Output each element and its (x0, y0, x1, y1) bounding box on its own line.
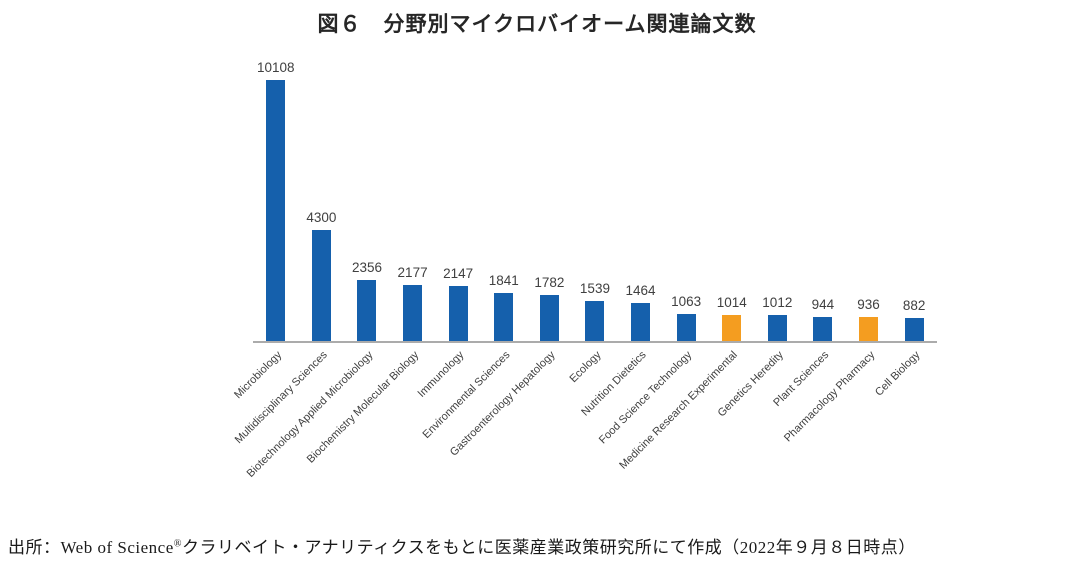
category-label: Environmental Sciences (420, 349, 513, 441)
bar-medicine-research-experimental (722, 315, 742, 341)
bar-value-label: 1014 (716, 295, 747, 310)
bar-value-label: 2356 (351, 260, 382, 275)
bar-value-label: 2147 (443, 266, 474, 281)
bar-cell-biology (904, 318, 924, 341)
bar-microbiology (266, 80, 286, 341)
bar-column: 1539 Ecology (567, 50, 618, 385)
source-note: 出所：Web of Science®クラリベイト・アナリティクスをもとに医薬産業… (8, 533, 916, 558)
bar-gastroenterology-hepatology (539, 295, 559, 341)
bar-value-label: 1539 (579, 281, 610, 296)
bar-column: 2356 Biotechnology Applied Microbiology (245, 50, 390, 480)
bar-column: 882 Cell Biology (873, 50, 937, 399)
bar-value-label: 936 (857, 297, 880, 312)
bar-food-science-technology (676, 314, 696, 341)
bar-multidisciplinary-sciences (311, 230, 331, 341)
bar-value-label: 882 (902, 298, 926, 313)
plot-area: 10108 Microbiology 4300 Multidisciplinary S… (232, 50, 937, 480)
bar-value-label: 4300 (306, 210, 337, 225)
bar-value-label: 1782 (534, 275, 565, 290)
bar-column: 1464 Nutrition Dietetics (580, 50, 664, 418)
category-label: Food Science Technology (597, 349, 695, 447)
bar-column: 944 Plant Sciences (771, 50, 846, 409)
category-label: Pharmacology Pharmacy (781, 349, 878, 445)
bar-value-label: 1063 (671, 294, 702, 309)
bar-column: 1012 Genetics Heredity (716, 50, 801, 419)
bar-plant-sciences (813, 317, 833, 341)
bar-biochemistry-molecular-biology (403, 285, 423, 341)
bar-value-label: 1464 (625, 283, 656, 298)
bar-column: 2177 Biochemistry Molecular Biology (305, 50, 436, 466)
bar-immunology (448, 286, 468, 341)
bar-column: 2147 Immunology (416, 50, 481, 400)
registered-trademark-symbol: ® (173, 538, 182, 550)
bar-biotechnology-applied-microbiology (357, 280, 377, 341)
bar-value-label: 944 (811, 297, 835, 312)
category-label: Ecology (567, 349, 604, 386)
bar-environmental-sciences (494, 293, 514, 341)
chart-title: 図６ 分野別マイクロバイオーム関連論文数 (317, 13, 757, 36)
x-axis-line (253, 341, 937, 343)
bar-column: 10108 Microbiology (232, 50, 299, 401)
bar-column: 4300 Multidisciplinary Sciences (233, 50, 345, 446)
bar-pharmacology-pharmacy (859, 317, 879, 341)
source-note-suffix: クラリベイト・アナリティクスをもとに医薬産業政策研究所にて作成（2022年９月８… (182, 538, 916, 557)
bar-column: 1841 Environmental Sciences (420, 50, 527, 441)
bar-value-label: 1841 (488, 273, 519, 288)
bar-column: 1063 Food Science Technology (597, 50, 709, 446)
bar-column: 1014 Medicine Research Experimental (618, 50, 755, 472)
bar-column: 1782 Gastroenterology Hepatology (448, 50, 573, 459)
bar-value-label: 10108 (257, 60, 295, 75)
bar-ecology (585, 301, 605, 341)
bar-column: 936 Pharmacology Pharmacy (782, 50, 892, 444)
bar-nutrition-dietetics (631, 303, 651, 341)
category-label: Cell Biology (873, 349, 923, 399)
bar-value-label: 2177 (397, 265, 428, 280)
bar-genetics-heredity (767, 315, 787, 341)
source-note-prefix: 出所：Web of Science (8, 538, 174, 557)
category-label: Multidisciplinary Sciences (232, 349, 330, 447)
bar-value-label: 1012 (762, 295, 793, 310)
